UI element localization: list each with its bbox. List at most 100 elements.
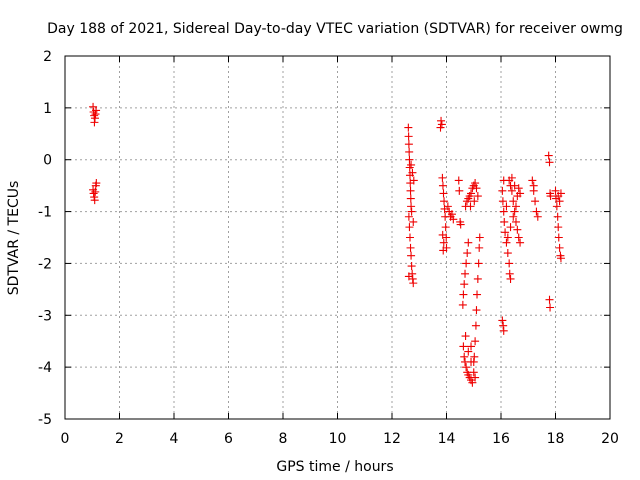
data-point [514,184,523,193]
data-point [554,233,563,242]
x-tick-label: 10 [329,431,347,447]
data-point [438,230,447,239]
data-point [90,196,99,205]
data-point [409,217,418,226]
data-point [459,290,468,299]
data-point [505,259,514,268]
data-point [516,189,525,198]
x-tick-label: 8 [279,431,288,447]
data-point [555,243,564,252]
data-point [462,363,471,372]
data-point [407,262,416,271]
chart-title: Day 188 of 2021, Sidereal Day-to-day VTE… [47,21,623,37]
data-point [405,223,414,232]
y-tick-label: -2 [38,256,52,272]
data-point [503,233,512,242]
data-point [404,212,413,221]
grid [65,56,610,419]
data-point [498,186,507,195]
data-point [498,197,507,206]
data-point [459,342,468,351]
data-point [92,106,101,115]
data-point [409,279,418,288]
data-point [404,272,413,281]
data-point [456,220,465,229]
data-point [92,179,101,188]
x-tick-label: 18 [547,431,565,447]
data-point [467,342,476,351]
data-point [471,321,480,330]
data-point [407,207,416,216]
data-point [556,254,565,263]
data-point [531,197,540,206]
data-point [404,132,413,141]
data-point [467,189,476,198]
x-tick-label: 0 [61,431,70,447]
y-tick-label: -1 [38,205,52,221]
data-point [506,274,515,283]
x-tick-label: 12 [383,431,401,447]
x-tick-label: 2 [115,431,124,447]
data-point [438,181,447,190]
y-tick-label: 2 [43,49,52,65]
data-point [499,176,508,185]
data-point [507,186,516,195]
data-point [454,176,463,185]
data-point [458,300,467,309]
data-point [533,212,542,221]
data-point [405,233,414,242]
data-point [462,259,471,268]
data-point [472,184,481,193]
data-point [509,197,518,206]
data-point [514,233,523,242]
data-point [529,181,538,190]
data-point [406,194,415,203]
data-point [406,186,415,195]
data-point [464,347,473,356]
data-point [506,223,515,232]
data-point [472,306,481,315]
x-tick-label: 6 [224,431,233,447]
data-point [455,186,464,195]
y-tick-label: 1 [43,101,52,117]
data-point [460,280,469,289]
data-point [528,176,537,185]
data-point [505,269,514,278]
data-point [502,202,511,211]
data-point [468,378,477,387]
data-point [499,207,508,216]
data-point [509,212,518,221]
data-point [532,207,541,216]
data-point [466,202,475,211]
data-point [436,123,445,132]
data-point [439,246,448,255]
x-tick-label: 4 [170,431,179,447]
data-point [545,295,554,304]
data-point [474,259,483,268]
x-tick-label: 20 [601,431,619,447]
data-point [439,189,448,198]
data-point [473,192,482,201]
data-point [510,207,519,216]
data-point [463,249,472,258]
data-point [404,123,413,132]
data-point [473,274,482,283]
x-tick-label: 16 [492,431,510,447]
data-point [507,173,516,182]
data-point [461,269,470,278]
data-point [511,202,520,211]
data-point [440,197,449,206]
x-tick-label: 14 [438,431,456,447]
data-point [498,316,507,325]
data-point [553,212,562,221]
data-point [441,223,450,232]
y-tick-label: -4 [38,360,52,376]
data-point [460,352,469,361]
data-point [439,238,448,247]
data-point [503,249,512,258]
data-point [516,238,525,247]
data-point [409,176,418,185]
data-point [544,151,553,160]
data-point [471,179,480,188]
